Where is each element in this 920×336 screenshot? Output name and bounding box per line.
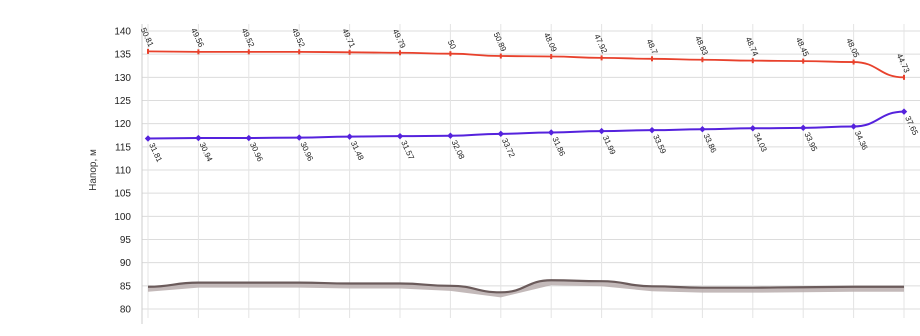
series-marker-blue [144,135,152,142]
y-tick-label: 105 [114,189,131,200]
data-label-blue: 34.36 [853,129,870,151]
y-tick-label: 130 [114,73,131,84]
y-tick-label: 120 [114,119,131,130]
series-marker-blue [497,130,504,138]
series-marker-blue [346,133,353,140]
data-label-red: 48.45 [794,36,811,58]
y-tick-label: 110 [115,166,131,177]
series-band-grey [148,280,904,298]
data-label-red: 49.56 [189,27,206,49]
y-tick-label: 95 [120,235,132,246]
data-label-blue: 30.96 [248,141,265,163]
data-label-red: 44.73 [895,52,912,74]
y-tick-label: 85 [120,281,132,292]
series-line-red [147,50,905,79]
data-label-blue: 31.57 [399,139,416,161]
y-tick-label: 100 [114,212,131,223]
series-marker-blue [749,125,756,132]
series-marker-blue [396,132,404,140]
data-label-blue: 31.99 [601,134,618,156]
data-label-red: 50 [446,39,458,51]
data-label-blue: 33.95 [802,131,819,153]
data-label-blue: 30.94 [198,141,215,163]
series-layer [144,48,908,298]
data-label-red: 50.81 [139,26,156,48]
series-marker-blue [648,126,656,134]
axis-layer: 80 85 90 95 100 105 110 115 120 125 130 135 140 [114,24,143,324]
y-tick-label: 80 [120,305,132,316]
series-marker-blue [850,123,857,130]
data-label-blue: 37.65 [903,115,920,137]
series-marker-blue [800,124,807,132]
series-marker-blue [245,134,252,142]
data-label-red: 50.89 [492,31,509,53]
y-tick-label: 90 [120,258,132,269]
data-label-red: 48.05 [844,37,861,59]
data-label-red: 49.52 [240,27,257,49]
y-axis-title: Напор, м [88,149,99,191]
data-label-blue: 33.86 [702,132,719,154]
data-label-blue: 34.03 [752,131,769,153]
data-label-red: 48.7 [645,38,660,56]
y-tick-label: 115 [115,142,131,153]
data-label-blue: 30.96 [298,141,315,163]
series-marker-blue [296,134,303,141]
data-label-red: 48.09 [542,31,559,53]
series-line-grey [147,279,904,294]
data-label-blue: 33.59 [651,133,668,155]
series-marker-blue [447,132,454,139]
y-tick-label: 125 [114,96,131,107]
y-tick-label: 140 [114,27,131,38]
data-label-red: 47.92 [592,33,609,55]
y-tick-label: 135 [114,50,131,61]
data-label-blue: 33.72 [500,137,517,159]
data-label-blue: 32.08 [450,139,467,161]
data-label-blue: 31.81 [147,142,164,164]
series-marker-blue [548,129,555,136]
data-label-red: 49.52 [290,27,307,49]
data-label-blue: 31.48 [349,140,366,162]
series-marker-blue [195,134,202,142]
series-marker-blue [900,108,908,115]
series-marker-blue [598,127,605,135]
series-marker-blue [699,126,706,133]
series-line-blue [147,110,905,140]
grid-layer [142,24,920,318]
